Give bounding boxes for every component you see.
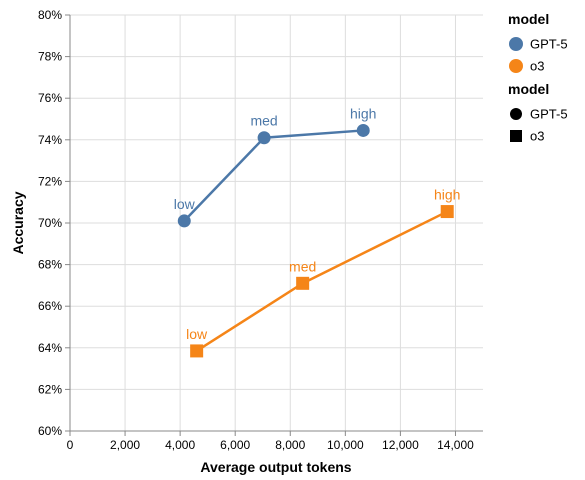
y-tick-label: 68% [38,258,62,272]
x-tick-label: 0 [67,438,74,452]
legend-symbol [510,108,522,120]
x-tick-label: 8,000 [275,438,305,452]
x-tick-label: 14,000 [437,438,474,452]
data-label: low [186,326,208,342]
x-axis-title: Average output tokens [200,459,351,475]
y-tick-label: 76% [38,91,62,105]
y-tick-label: 74% [38,133,62,147]
x-tick-label: 12,000 [382,438,419,452]
y-tick-label: 66% [38,299,62,313]
legend-label: GPT-5 [530,107,568,122]
y-tick-label: 72% [38,174,62,188]
legend-symbol [510,130,522,142]
data-point [190,344,204,358]
y-tick-label: 62% [38,382,62,396]
legend-label: o3 [530,59,544,74]
data-point [257,131,271,145]
legend-title: model [508,81,549,97]
data-label: high [434,187,460,203]
x-tick-label: 4,000 [165,438,195,452]
x-tick-label: 2,000 [110,438,140,452]
legend-swatch [509,59,523,73]
data-label: med [250,113,277,129]
data-point [296,276,310,290]
series-gpt-5: low med high [174,105,376,228]
axes: 0 2,000 4,000 6,000 8,000 10,000 12,000 14,000 6… [38,8,483,452]
data-label: high [350,105,376,121]
grid [69,14,483,432]
y-tick-label: 70% [38,216,62,230]
x-tick-label: 6,000 [220,438,250,452]
series-line [183,129,364,222]
y-tick-label: 60% [38,424,62,438]
legend-label: o3 [530,129,544,144]
y-axis-title: Accuracy [10,191,26,254]
data-point [177,214,191,228]
legend: model GPT-5 o3 model GPT-5 o3 [508,11,568,144]
series-line [195,210,448,352]
y-tick-label: 64% [38,341,62,355]
data-label: med [289,258,316,274]
y-tick-label: 78% [38,50,62,64]
data-point [440,205,454,219]
legend-title: model [508,11,549,27]
data-label: low [174,196,196,212]
y-tick-label: 80% [38,8,62,22]
x-tick-label: 10,000 [327,438,364,452]
legend-label: GPT-5 [530,37,568,52]
series: low med high low med high [174,105,460,358]
legend-swatch [509,37,523,51]
series-o3: low med high [186,187,460,358]
data-point [356,123,370,137]
